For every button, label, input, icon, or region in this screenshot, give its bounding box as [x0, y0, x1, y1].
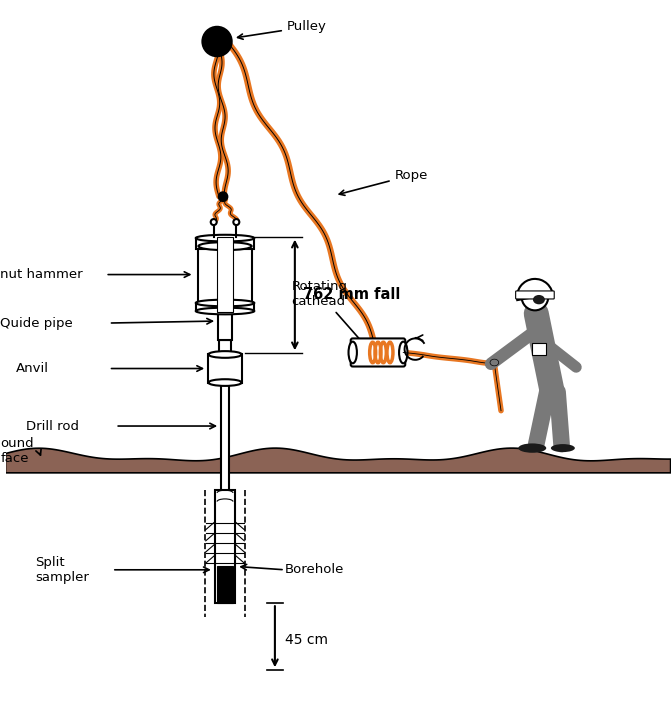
- Circle shape: [211, 219, 216, 225]
- Text: Split
sampler: Split sampler: [36, 556, 89, 584]
- Ellipse shape: [196, 307, 254, 315]
- Circle shape: [202, 27, 232, 57]
- Text: Quide pipe: Quide pipe: [0, 317, 73, 330]
- Bar: [196, 238, 254, 249]
- Ellipse shape: [198, 242, 251, 250]
- Bar: [208, 355, 242, 383]
- Text: 762 mm fall: 762 mm fall: [303, 287, 401, 302]
- Text: Pulley: Pulley: [238, 20, 327, 39]
- Ellipse shape: [208, 379, 242, 386]
- Ellipse shape: [399, 341, 407, 363]
- Text: ound
face: ound face: [0, 436, 34, 465]
- Text: Anvil: Anvil: [15, 362, 48, 375]
- Ellipse shape: [533, 295, 545, 304]
- Bar: [198, 247, 251, 303]
- Bar: [221, 383, 228, 563]
- FancyBboxPatch shape: [351, 339, 405, 367]
- Circle shape: [233, 219, 239, 225]
- Text: Borehole: Borehole: [285, 563, 344, 576]
- Ellipse shape: [196, 299, 254, 307]
- Ellipse shape: [349, 341, 357, 363]
- Bar: [217, 566, 233, 603]
- Bar: [532, 343, 546, 355]
- Bar: [218, 297, 232, 340]
- Ellipse shape: [208, 351, 242, 358]
- Bar: [217, 237, 233, 312]
- Text: 45 cm: 45 cm: [285, 633, 328, 647]
- Ellipse shape: [551, 444, 575, 452]
- Text: Drill rod: Drill rod: [26, 420, 79, 433]
- Text: Rope: Rope: [339, 169, 428, 195]
- Text: nut hammer: nut hammer: [0, 268, 83, 281]
- Bar: [219, 340, 231, 355]
- Text: Rotating
cathead: Rotating cathead: [292, 280, 368, 349]
- Wedge shape: [517, 279, 553, 300]
- Ellipse shape: [490, 359, 499, 366]
- Circle shape: [218, 192, 228, 202]
- Polygon shape: [5, 448, 671, 473]
- FancyBboxPatch shape: [515, 291, 554, 299]
- Ellipse shape: [518, 444, 546, 453]
- Ellipse shape: [218, 294, 232, 299]
- Circle shape: [521, 283, 548, 310]
- Ellipse shape: [196, 235, 254, 241]
- Bar: [196, 303, 254, 311]
- Bar: [215, 489, 235, 603]
